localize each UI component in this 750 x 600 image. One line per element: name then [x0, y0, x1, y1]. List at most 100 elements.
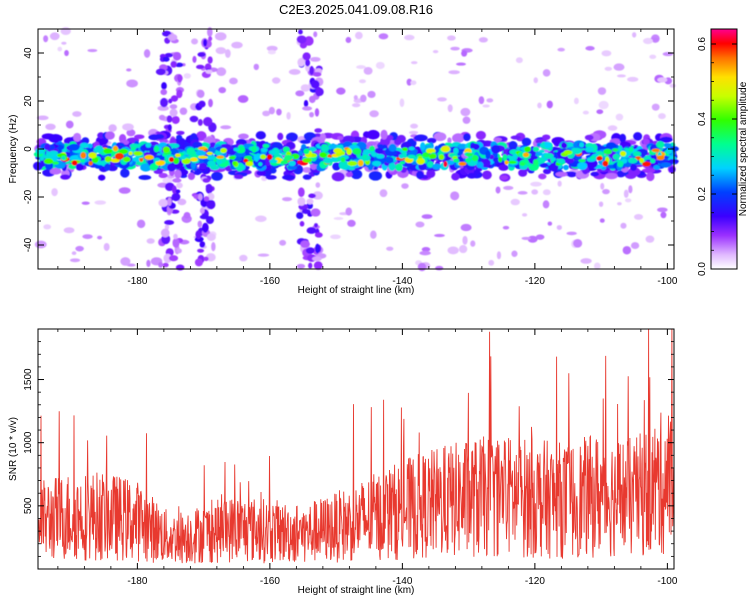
spectrogram-cell: [434, 233, 445, 238]
spectrogram-cell: [216, 67, 227, 76]
spectrogram-cell: [510, 198, 520, 206]
spectrogram-cell: [377, 144, 384, 149]
spectrogram-cell: [628, 185, 633, 194]
spectrogram-cell: [421, 247, 431, 252]
spectrogram-cell: [556, 225, 562, 230]
spectrogram-cell: [360, 94, 367, 103]
snr-frame: [37, 328, 675, 570]
spectrogram-cell: [260, 148, 268, 153]
spectrogram-cell: [228, 156, 236, 160]
spectrogram-cell: [658, 113, 666, 120]
spectrogram-cell: [306, 198, 314, 205]
spectrogram-cell: [547, 221, 553, 226]
spectrogram-cell: [612, 148, 619, 152]
spectrogram-cell: [126, 129, 136, 137]
spectrogram-cell: [650, 158, 656, 164]
spectrogram-cell: [573, 97, 579, 105]
spectrogram-cell: [388, 162, 396, 171]
spectrogram-cell: [286, 112, 291, 120]
spectrogram-cell: [313, 223, 319, 228]
spectrogram-cell: [88, 152, 97, 159]
spectrogram-cell: [302, 166, 312, 173]
x-tick-label: -100: [657, 276, 677, 287]
spectrogram-cell: [164, 182, 175, 191]
spectrogram-cell: [485, 150, 491, 160]
spectrogram-cell: [488, 259, 495, 266]
spectrogram-cell: [71, 251, 77, 256]
spectrogram-cell: [447, 246, 459, 255]
spectrogram-cell: [255, 131, 266, 140]
spectrogram-cell: [446, 160, 455, 165]
spectrogram-cell: [346, 148, 352, 155]
spectrogram-cell: [378, 33, 389, 40]
spectrogram-cell: [81, 137, 90, 145]
spectrogram-cell: [60, 174, 71, 180]
spectrogram-cell: [138, 174, 152, 181]
spectrogram-cell: [146, 238, 155, 244]
spectrogram-cell: [114, 152, 124, 160]
spectrogram-cell: [369, 145, 375, 151]
spectrogram-cell: [123, 156, 131, 163]
spectrogram-cell: [103, 242, 110, 251]
spectrogram-cell: [167, 124, 172, 132]
spectrogram-cell: [572, 147, 582, 155]
spectrogram-cell: [237, 95, 249, 103]
spectrogram-cell: [504, 160, 509, 165]
spectrogram-cell: [199, 163, 207, 170]
spectrogram-cell: [175, 189, 181, 194]
y-tick-label: 20: [23, 95, 34, 107]
spectrogram-cell: [404, 34, 415, 41]
spectrogram-cell: [616, 74, 626, 78]
spectrogram-cell: [435, 265, 444, 271]
spectrogram-cell: [198, 155, 208, 159]
spectrogram-cell: [510, 135, 521, 140]
spectrogram-cell: [183, 212, 191, 219]
spectrogram-cell: [211, 171, 223, 181]
spectrogram-cell: [194, 258, 203, 267]
spectrogram-cell: [521, 236, 531, 240]
spectrogram-cell: [260, 154, 267, 160]
spectrogram-cell: [181, 158, 191, 165]
spectrogram-cell: [632, 32, 637, 38]
spectrogram-cell: [158, 261, 164, 268]
spectrogram-cell: [203, 196, 210, 202]
spectrogram-cell: [518, 169, 528, 177]
spectrogram-cell: [566, 171, 577, 178]
spectrogram-cell: [633, 213, 644, 220]
spectrogram-cell: [585, 146, 595, 153]
spectrogram-cell: [265, 175, 277, 180]
spectrogram-cell: [362, 149, 370, 154]
spectrogram-cell: [502, 225, 510, 230]
spectrogram-cell: [87, 48, 98, 53]
spectrogram-cell: [268, 150, 276, 155]
spectrogram-cell: [170, 95, 179, 102]
spectrogram-cell: [296, 35, 307, 44]
spectrogram-cell: [536, 157, 546, 164]
spectrogram-cell: [646, 171, 655, 182]
spectrogram-cell: [422, 152, 430, 158]
spectrogram-cell: [206, 155, 216, 161]
spectrogram-cell: [87, 143, 93, 149]
spectrogram-cell: [603, 148, 612, 155]
spectrogram-cell: [475, 130, 486, 140]
spectrogram-x-ticks: -180 -160 -140 -120 -100: [57, 29, 678, 287]
spectrogram-cell: [143, 49, 151, 58]
spectrogram-cell: [158, 114, 166, 121]
spectrogram-cell: [64, 49, 69, 57]
spectrogram-cell: [628, 146, 634, 153]
spectrogram-cell: [432, 163, 441, 170]
x-tick-label: -140: [392, 576, 412, 587]
spectrogram-cell: [112, 145, 119, 152]
spectrogram-cell: [288, 160, 296, 167]
spectrogram-cell: [532, 146, 540, 152]
spectrogram-cell: [620, 222, 627, 229]
spectrogram-cell: [374, 147, 384, 154]
spectrogram-cell: [645, 235, 655, 243]
spectrogram-cell: [45, 123, 56, 131]
spectrogram-cell: [315, 182, 321, 188]
spectrogram-cell: [419, 250, 431, 256]
spectrogram-cell: [379, 189, 388, 198]
spectrogram-cell: [590, 171, 600, 177]
spectrogram-cell: [471, 154, 479, 162]
spectrogram-cell: [79, 142, 89, 149]
